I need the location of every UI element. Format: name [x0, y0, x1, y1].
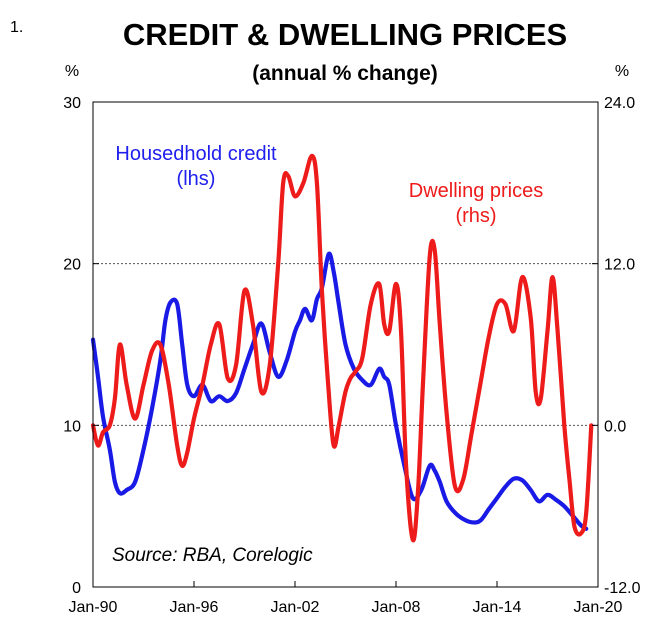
left-tick-label: 10	[63, 418, 81, 435]
household-credit-label: Housedhold credit	[115, 143, 277, 165]
dwelling-prices-label: Dwelling prices	[409, 180, 544, 202]
figure-number: 1.	[10, 19, 23, 36]
right-tick-label: 24.0	[604, 95, 635, 112]
right-tick-label: -12.0	[604, 580, 641, 597]
right-tick-label: 12.0	[604, 257, 635, 274]
plot-area-frame	[92, 101, 599, 588]
source-note: Source: RBA, Corelogic	[112, 545, 313, 566]
chart-title: CREDIT & DWELLING PRICES	[123, 17, 567, 52]
left-axis-unit: %	[65, 63, 79, 80]
right-tick-label: 0.0	[604, 418, 626, 435]
right-axis-unit: %	[615, 63, 629, 80]
dwelling-prices-line	[90, 153, 594, 543]
x-tick-label: Jan-08	[372, 599, 421, 616]
household-credit-line	[90, 251, 589, 531]
left-tick-label: 30	[63, 95, 81, 112]
household-credit-axis-label: (lhs)	[177, 168, 216, 190]
dwelling-prices-axis-label: (rhs)	[455, 205, 496, 227]
x-tick-label: Jan-90	[69, 599, 118, 616]
x-tick-label: Jan-20	[574, 599, 623, 616]
left-tick-label: 0	[72, 580, 81, 597]
x-tick-label: Jan-14	[473, 599, 522, 616]
x-tick-label: Jan-02	[271, 599, 320, 616]
x-tick-label: Jan-96	[170, 599, 219, 616]
chart-subtitle: (annual % change)	[252, 62, 438, 85]
left-tick-label: 20	[63, 257, 81, 274]
